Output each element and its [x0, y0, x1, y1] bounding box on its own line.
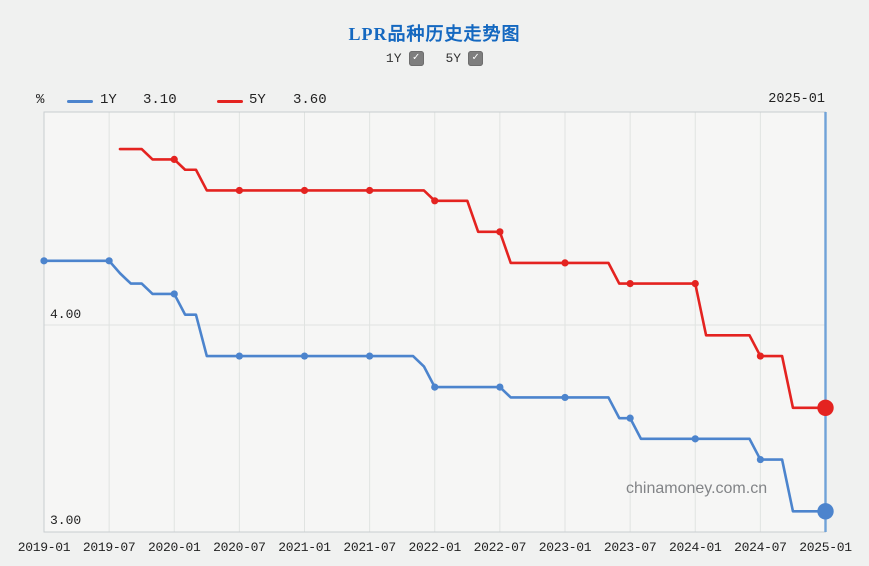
- watermark: chinamoney.com.cn: [626, 480, 768, 497]
- x-axis-tick-label: 2022-07: [473, 540, 527, 555]
- data-point-1y: [756, 455, 764, 464]
- data-point-5y: [496, 228, 504, 236]
- x-axis-tick-label: 2023-07: [603, 540, 657, 555]
- x-axis-tick-label: 2019-07: [82, 540, 136, 555]
- data-point-1y: [496, 383, 504, 391]
- data-point-5y: [691, 280, 699, 288]
- current-value-dot-1y: [817, 503, 834, 520]
- data-point-1y: [40, 257, 48, 265]
- y-axis-unit-label: %: [36, 92, 45, 108]
- x-axis-tick-label: 2024-07: [734, 540, 787, 555]
- data-point-1y: [626, 414, 634, 422]
- x-axis-tick-label: 2021-07: [343, 540, 396, 555]
- current-value-dot-5y: [817, 399, 834, 416]
- data-point-5y: [756, 352, 764, 360]
- x-axis-tick-label: 2021-01: [278, 540, 331, 555]
- data-point-5y: [626, 280, 634, 288]
- legend-swatch-5y: [217, 100, 243, 103]
- x-axis-tick-label: 2022-01: [408, 540, 461, 555]
- legend-label-5y: 5Y: [249, 92, 266, 108]
- data-point-1y: [366, 352, 374, 360]
- data-point-5y: [561, 259, 569, 267]
- data-point-1y: [691, 435, 699, 443]
- data-point-1y: [561, 393, 569, 402]
- legend-label-1y: 1Y: [100, 92, 117, 108]
- legend: % 1Y 3.10 5Y 3.60 2025-01: [0, 92, 869, 110]
- x-axis: 2019-01 2019-07 2020-01 2020-07 2021-01 2021-…: [0, 540, 869, 558]
- x-axis-tick-label: 2020-07: [213, 540, 266, 555]
- data-point-5y: [366, 186, 374, 195]
- legend-swatch-1y: [67, 100, 93, 103]
- data-point-1y: [170, 290, 178, 298]
- data-point-5y: [431, 197, 439, 205]
- x-axis-tick-label: 2023-01: [538, 540, 592, 555]
- series-toggle-row: 1Y ✓ 5Y ✓: [0, 48, 869, 68]
- y-axis-tick-label-3: 3.00: [50, 513, 82, 528]
- 5y-checkbox[interactable]: ✓: [468, 50, 484, 66]
- data-point-1y: [431, 383, 439, 391]
- data-point-1y: [300, 352, 309, 360]
- legend-value-1y: 3.10: [143, 92, 177, 108]
- data-point-1y: [105, 257, 113, 265]
- 1y-checkbox[interactable]: ✓: [408, 50, 424, 66]
- x-axis-tick-label: 2020-01: [147, 540, 201, 555]
- page-title: LPR品种历史走势图: [348, 24, 521, 44]
- x-axis-tick-label: 2019-01: [17, 540, 71, 555]
- data-point-1y: [235, 352, 243, 360]
- x-axis-tick-label: 2025-01: [799, 540, 852, 555]
- toggle-1y-label: 1Y: [385, 50, 402, 66]
- toggle-5y-label: 5Y: [445, 50, 462, 66]
- legend-value-5y: 3.60: [293, 92, 327, 108]
- data-point-5y: [235, 186, 243, 195]
- x-axis-tick-label: 2024-01: [668, 540, 722, 555]
- data-point-5y: [170, 155, 178, 163]
- data-point-5y: [300, 186, 309, 195]
- cursor-date-readout: 2025-01: [768, 92, 825, 107]
- y-axis-tick-label-4: 4.00: [50, 307, 82, 322]
